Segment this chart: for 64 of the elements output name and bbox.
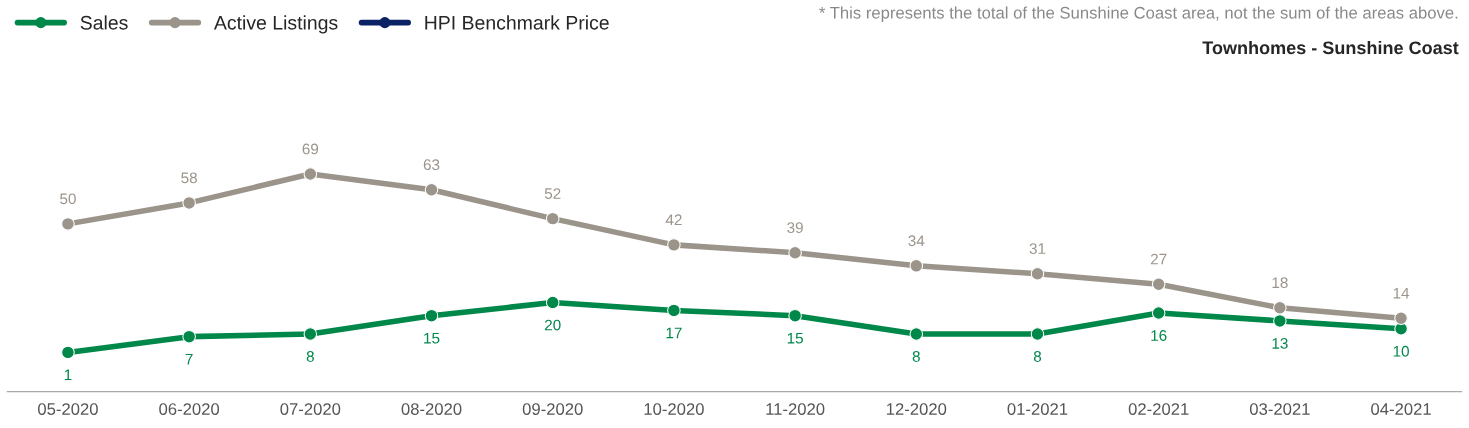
data-label: 52 xyxy=(544,188,561,199)
point xyxy=(424,308,439,323)
x-tick-label: 11-2020 xyxy=(766,403,825,415)
data-label: 17 xyxy=(666,327,682,339)
point xyxy=(788,245,802,260)
point xyxy=(303,327,318,341)
data-label: 50 xyxy=(60,193,76,205)
data-label: 69 xyxy=(302,143,319,155)
x-tick-label: 03-2021 xyxy=(1249,403,1310,415)
data-label: 42 xyxy=(665,214,682,226)
point xyxy=(667,238,681,252)
data-label: 39 xyxy=(787,222,803,234)
data-label: 8 xyxy=(1033,351,1042,362)
point xyxy=(667,303,681,318)
x-tick-label: 05-2020 xyxy=(38,403,98,415)
data-label: 7 xyxy=(185,353,193,365)
point xyxy=(1151,277,1166,291)
point xyxy=(1394,311,1408,326)
data-label: 14 xyxy=(1393,287,1410,299)
x-tick-label: 02-2021 xyxy=(1128,403,1189,415)
data-label: 15 xyxy=(424,332,440,344)
point xyxy=(303,167,318,181)
point xyxy=(61,345,75,360)
x-tick-label: 08-2020 xyxy=(401,403,462,415)
point xyxy=(545,295,560,310)
data-label: 18 xyxy=(1272,277,1288,289)
x-tick-label: 06-2020 xyxy=(159,403,220,415)
data-label: 16 xyxy=(1151,330,1167,341)
x-tick-label: 09-2020 xyxy=(522,403,583,415)
point xyxy=(61,217,75,231)
data-label: 63 xyxy=(423,159,440,171)
point xyxy=(1030,327,1045,341)
data-label: 31 xyxy=(1029,243,1046,255)
legend-label: Sales xyxy=(80,15,128,30)
point xyxy=(1273,301,1287,315)
x-tick-label: 07-2020 xyxy=(280,403,341,415)
data-label: 58 xyxy=(181,172,197,184)
point xyxy=(1273,314,1287,328)
point xyxy=(909,259,924,273)
point xyxy=(1151,306,1166,320)
legend-label: Active Listings xyxy=(213,15,338,34)
x-tick-label: 10-2020 xyxy=(644,403,704,415)
point xyxy=(182,329,196,344)
data-label: 20 xyxy=(544,319,561,331)
data-label: 34 xyxy=(908,235,925,247)
text: * This represents the total of the Sunshine Coast area, not the sum of the areas above. xyxy=(819,6,1458,22)
point xyxy=(545,211,560,226)
chart-title: Townhomes - Sunshine Coast xyxy=(1202,40,1459,55)
x-tick-label: 12-2020 xyxy=(886,403,947,415)
point xyxy=(1030,266,1045,281)
data-label: 27 xyxy=(1150,253,1167,265)
point xyxy=(424,183,439,197)
data-label: 8 xyxy=(306,351,314,362)
x-tick-label: 01-2021 xyxy=(1007,403,1068,415)
data-label: 15 xyxy=(787,332,803,344)
data-label: 13 xyxy=(1272,337,1288,349)
data-label: 1 xyxy=(64,369,72,381)
x-tick-label: 04-2021 xyxy=(1371,403,1431,415)
point xyxy=(182,196,196,210)
data-label: 10 xyxy=(1393,345,1409,357)
point xyxy=(909,327,924,341)
legend-label: HPI Benchmark Price xyxy=(425,15,609,30)
point xyxy=(788,308,802,323)
data-label: 8 xyxy=(912,351,920,362)
